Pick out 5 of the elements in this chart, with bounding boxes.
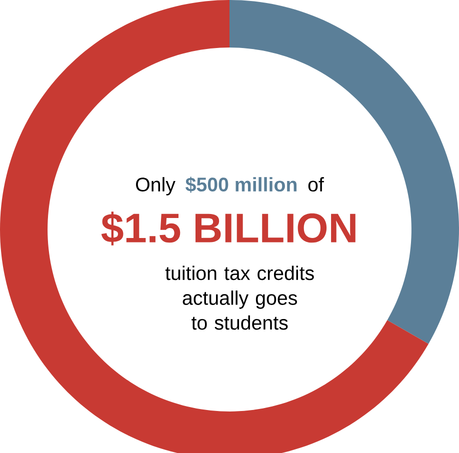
text: $1.5 BILLION xyxy=(101,212,356,246)
text: tuition tax credits actually goes to students xyxy=(165,266,314,330)
text: Only xyxy=(136,177,176,196)
text: $500 million xyxy=(186,176,296,193)
text: of xyxy=(308,177,324,192)
